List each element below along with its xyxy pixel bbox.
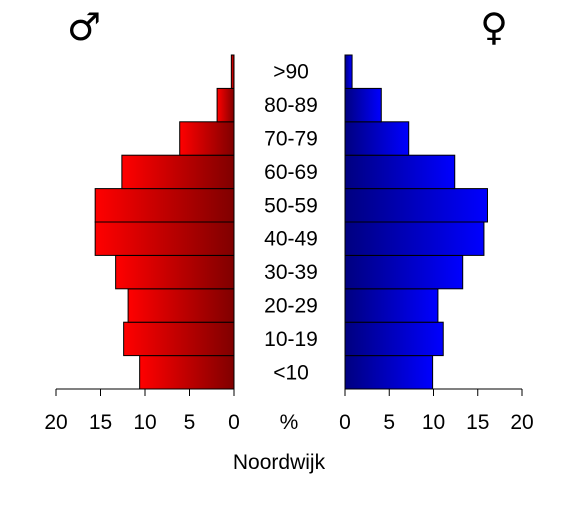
age-label-20-29: 20-29	[264, 295, 318, 318]
male-symbol: ♂	[67, 5, 101, 49]
age-label-70-79: 70-79	[264, 128, 318, 151]
female-bar-20-29	[344, 288, 439, 323]
male-bar->90	[230, 54, 235, 89]
male-x-axis: 20 15 10 5 0	[44, 388, 240, 434]
female-tick-label: 10	[422, 411, 445, 434]
female-tick-label: 20	[510, 411, 533, 434]
female-bar-60-69	[344, 154, 456, 190]
female-bars	[344, 54, 488, 390]
female-bar-10-19	[344, 321, 444, 357]
male-bar-70-79	[179, 121, 235, 156]
age-label-30-39: 30-39	[264, 261, 318, 284]
male-bar-50-59	[94, 188, 235, 223]
age-label-10-19: 10-19	[264, 328, 318, 351]
male-bar-60-69	[121, 154, 235, 190]
male-tick-label: 20	[44, 411, 67, 434]
male-bar-<10	[139, 355, 235, 390]
chart-title: Noordwijk	[233, 451, 326, 474]
female-bar-80-89	[344, 87, 382, 123]
male-bar-30-39	[115, 254, 235, 290]
female-bar-40-49	[344, 221, 485, 256]
male-tick-label: 10	[133, 411, 156, 434]
male-tick-label: 5	[184, 411, 196, 434]
female-tick-label: 0	[339, 411, 351, 434]
percent-unit-label: %	[280, 411, 299, 434]
female-bar->90	[344, 54, 353, 89]
male-tick-label: 0	[228, 411, 240, 434]
age-label->90: >90	[273, 61, 309, 84]
male-bar-10-19	[123, 321, 235, 357]
female-symbol: ♀	[480, 5, 508, 49]
age-label-80-89: 80-89	[264, 94, 318, 117]
male-bar-80-89	[216, 87, 235, 123]
male-bar-20-29	[127, 288, 235, 323]
age-label-50-59: 50-59	[264, 194, 318, 217]
age-group-labels: <10 10-19 20-29 30-39 40-49 50-59 60-69 70-79 80…	[264, 61, 318, 385]
male-bars	[94, 54, 235, 390]
female-bar-30-39	[344, 254, 464, 290]
age-label-<10: <10	[273, 361, 309, 384]
female-bar-<10	[344, 355, 434, 390]
age-label-40-49: 40-49	[264, 228, 318, 251]
female-tick-label: 5	[383, 411, 395, 434]
female-bar-70-79	[344, 121, 410, 156]
age-label-60-69: 60-69	[264, 161, 318, 184]
female-x-axis: 0 5 10 15 20	[339, 388, 534, 434]
female-tick-label: 15	[466, 411, 489, 434]
female-bar-50-59	[344, 188, 488, 223]
male-tick-label: 15	[89, 411, 112, 434]
male-bar-40-49	[94, 221, 235, 256]
